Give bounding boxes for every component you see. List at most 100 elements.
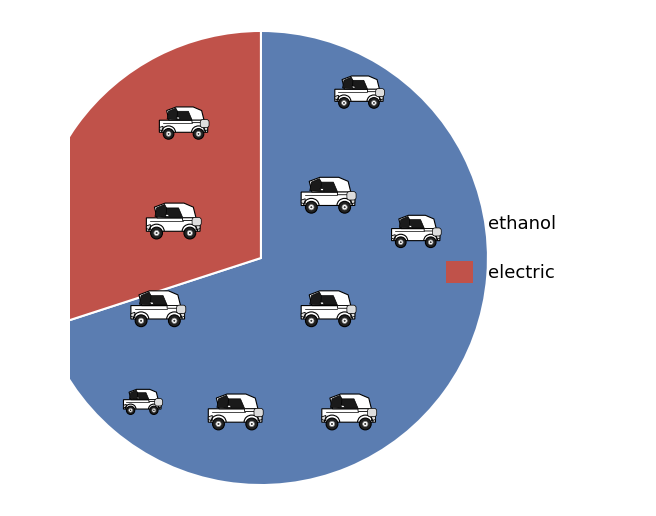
Polygon shape [209,415,213,421]
Circle shape [430,241,432,243]
Circle shape [344,320,345,321]
Circle shape [359,418,371,430]
Circle shape [428,240,433,245]
Polygon shape [400,217,410,228]
Polygon shape [301,305,355,319]
Circle shape [369,98,379,108]
Polygon shape [351,312,355,318]
Circle shape [135,315,147,327]
FancyBboxPatch shape [376,89,384,96]
Circle shape [152,409,155,412]
Circle shape [246,418,258,430]
Circle shape [365,423,366,425]
Polygon shape [216,394,258,409]
Polygon shape [319,182,337,191]
Circle shape [342,318,347,324]
FancyBboxPatch shape [192,217,201,226]
Polygon shape [358,409,375,411]
Circle shape [251,423,253,425]
Circle shape [342,204,347,210]
Circle shape [174,320,175,321]
Polygon shape [167,107,204,120]
Polygon shape [131,305,184,319]
Polygon shape [409,225,412,228]
Circle shape [398,240,403,245]
Polygon shape [136,393,149,399]
Polygon shape [204,126,208,131]
Circle shape [338,201,350,213]
Polygon shape [379,95,383,100]
Polygon shape [154,203,196,218]
Polygon shape [167,305,184,308]
Polygon shape [159,120,208,132]
Polygon shape [399,215,436,229]
Circle shape [187,230,192,236]
Polygon shape [146,224,150,230]
Wedge shape [45,31,488,485]
Polygon shape [139,291,180,305]
Circle shape [156,232,157,234]
Polygon shape [322,409,375,422]
Polygon shape [150,302,154,304]
Polygon shape [342,77,353,89]
Polygon shape [164,208,182,217]
Circle shape [338,315,350,327]
Polygon shape [129,390,158,400]
Polygon shape [310,179,321,191]
Polygon shape [320,302,324,304]
Polygon shape [136,397,140,399]
Polygon shape [351,199,355,204]
Polygon shape [352,86,356,88]
Circle shape [343,102,344,104]
Polygon shape [146,218,200,231]
Polygon shape [148,296,167,305]
Polygon shape [176,117,180,119]
Polygon shape [335,95,338,100]
Polygon shape [322,415,326,421]
Circle shape [371,101,377,105]
Polygon shape [337,305,355,308]
Circle shape [249,421,255,427]
Circle shape [172,318,177,324]
Polygon shape [392,229,440,240]
Circle shape [154,230,159,236]
Polygon shape [180,312,184,318]
Polygon shape [158,405,161,408]
Polygon shape [226,399,245,408]
Circle shape [193,128,204,139]
FancyBboxPatch shape [367,408,377,417]
Circle shape [425,237,436,248]
FancyBboxPatch shape [155,398,163,406]
Circle shape [216,421,221,427]
Circle shape [189,232,190,234]
Circle shape [196,132,201,136]
Circle shape [306,315,318,327]
Polygon shape [337,192,355,195]
Circle shape [363,421,368,427]
Polygon shape [301,312,305,318]
Polygon shape [165,214,169,217]
Polygon shape [436,235,440,239]
Polygon shape [340,405,344,408]
Polygon shape [192,120,208,123]
Circle shape [329,421,335,427]
Circle shape [163,128,174,139]
Polygon shape [367,89,383,92]
Circle shape [400,241,401,243]
Circle shape [129,409,133,412]
Circle shape [311,320,312,321]
Circle shape [344,206,345,208]
Circle shape [184,227,195,239]
FancyBboxPatch shape [347,191,356,200]
Polygon shape [392,235,395,239]
Polygon shape [245,409,262,411]
Polygon shape [123,405,126,408]
Polygon shape [131,312,135,318]
Polygon shape [196,224,200,230]
Circle shape [373,102,375,104]
Circle shape [311,206,312,208]
Circle shape [198,133,199,135]
Polygon shape [227,405,231,408]
Polygon shape [310,292,321,305]
Polygon shape [149,400,161,401]
